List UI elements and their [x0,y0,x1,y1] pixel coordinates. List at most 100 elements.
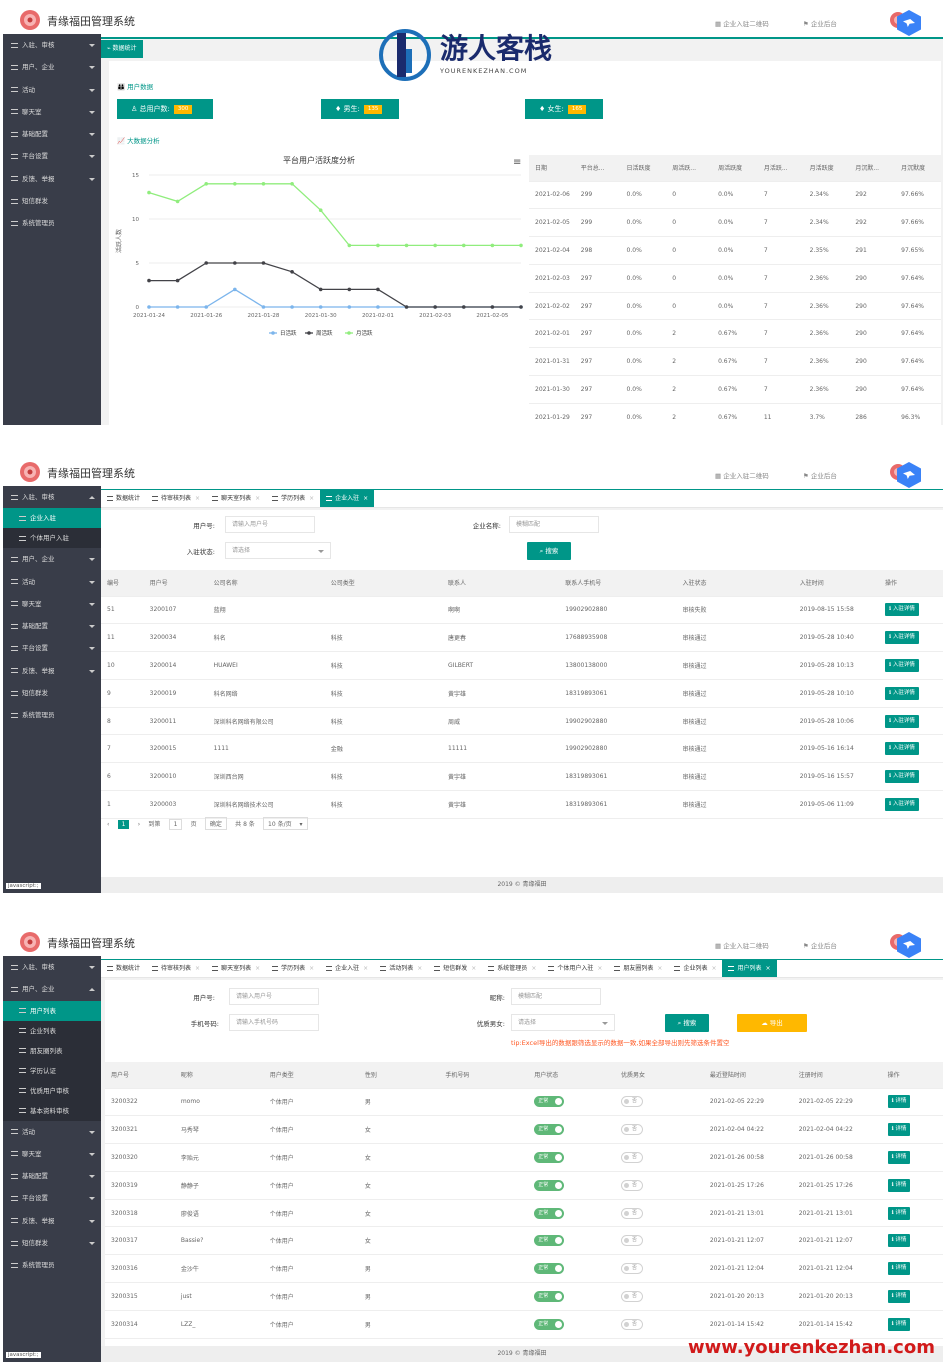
sidebar-item-r5[interactable]: 短信群发 [3,1232,101,1254]
column-header[interactable]: 月活跃度 [803,155,850,182]
sidebar-item-r3[interactable]: 基础配置 [3,615,101,637]
status-toggle[interactable]: 正常 [534,1235,565,1247]
nickname-input[interactable]: 模糊匹配 [511,988,601,1005]
quality-toggle[interactable]: 否 [620,1207,643,1219]
tab-4[interactable]: 企业入驻 × [320,490,375,507]
sidebar-item-1[interactable]: 用户、企业 [3,56,101,78]
page-size-select[interactable]: 10 条/页 ▾ [263,817,308,830]
detail-button[interactable]: ℹ 详情 [887,1178,911,1192]
qrcode-link[interactable]: ▦ 企业入驻二维码 [715,20,769,28]
quality-toggle[interactable]: 否 [620,1151,643,1163]
column-header[interactable]: 平台总... [574,155,621,182]
sidebar-item-r0[interactable]: 用户、企业 [3,548,101,570]
sidebar-item-r6[interactable]: 系统管理员 [3,1254,101,1276]
quality-toggle[interactable]: 否 [620,1235,643,1247]
entry-detail-button[interactable]: ℹ 入驻详情 [885,797,919,811]
sidebar-item-2[interactable]: 活动 [3,79,101,101]
entry-detail-button[interactable]: ℹ 入驻详情 [885,686,919,700]
tab-8[interactable]: 个体用户入驻 × [542,960,608,977]
status-toggle[interactable]: 正常 [534,1096,565,1108]
export-button[interactable]: ☁ 导出 [737,1014,807,1032]
quality-toggle[interactable]: 否 [620,1263,643,1275]
sidebar-item-open[interactable]: 用户、企业 [3,978,101,1000]
column-header[interactable]: 日期 [529,155,575,182]
detail-button[interactable]: ℹ 详情 [887,1234,911,1248]
tab-10[interactable]: 企业列表 × [668,960,722,977]
sidebar-item-open[interactable]: 入驻、审核 [3,486,101,508]
user-no-input[interactable]: 请输入用户号 [225,516,315,533]
close-icon[interactable]: × [255,495,261,502]
quality-toggle[interactable]: 否 [620,1318,643,1330]
prev-page-button[interactable]: ‹ [107,821,110,828]
close-icon[interactable]: × [765,965,771,972]
sidebar-subitem-2[interactable]: 朋友圈列表 [3,1040,101,1061]
sidebar-subitem-5[interactable]: 基本资料审核 [3,1100,101,1121]
quality-select[interactable]: 请选择 [511,1014,615,1031]
entry-detail-button[interactable]: ℹ 入驻详情 [885,658,919,672]
sidebar-item-6[interactable]: 反馈、举报 [3,168,101,190]
column-header[interactable]: 公司类型 [324,570,443,597]
column-header[interactable]: 月沉默... [849,155,896,182]
column-header[interactable]: 用户号 [105,1062,175,1089]
sidebar-item-r3[interactable]: 平台设置 [3,1187,101,1209]
column-header[interactable]: 周活跃... [666,155,713,182]
column-header[interactable]: 周活跃度 [712,155,758,182]
sidebar-subitem-0[interactable]: 用户列表 [3,1000,101,1021]
close-icon[interactable]: × [195,495,201,502]
detail-button[interactable]: ℹ 详情 [887,1123,911,1137]
tab-9[interactable]: 朋友圈列表 × [608,960,668,977]
close-icon[interactable]: × [471,965,477,972]
close-icon[interactable]: × [309,965,315,972]
close-icon[interactable]: × [255,965,261,972]
status-toggle[interactable]: 正常 [534,1263,565,1275]
column-header[interactable]: 月沉默度 [895,155,941,182]
sidebar-item-7[interactable]: 短信群发 [3,190,101,212]
quality-toggle[interactable]: 否 [620,1290,643,1302]
entry-detail-button[interactable]: ℹ 入驻详情 [885,603,919,617]
sidebar-subitem-4[interactable]: 优质用户审核 [3,1080,101,1101]
close-icon[interactable]: × [531,965,537,972]
sidebar-item-3[interactable]: 聊天室 [3,101,101,123]
detail-button[interactable]: ℹ 详情 [887,1206,911,1220]
column-header[interactable]: 编号 [101,570,144,597]
column-header[interactable]: 用户状态 [528,1062,615,1089]
tab-6[interactable]: 短信群发 × [428,960,482,977]
sidebar-item-r1[interactable]: 活动 [3,571,101,593]
sidebar-item-r4[interactable]: 反馈、举报 [3,1210,101,1232]
close-icon[interactable]: × [657,965,663,972]
sidebar-item-4[interactable]: 基础配置 [3,123,101,145]
quality-toggle[interactable]: 否 [620,1096,643,1108]
sidebar-item-5[interactable]: 平台设置 [3,145,101,167]
detail-button[interactable]: ℹ 详情 [887,1317,911,1331]
close-icon[interactable]: × [309,495,315,502]
detail-button[interactable]: ℹ 详情 [887,1262,911,1276]
tab-data-stats[interactable]: ⌁ 数据统计 [101,40,143,58]
sidebar-item-r6[interactable]: 短信群发 [3,682,101,704]
sidebar-subitem-1[interactable]: 个体用户入驻 [3,528,101,549]
tab-2[interactable]: 聊天室列表 × [206,960,266,977]
tab-4[interactable]: 企业入驻 × [320,960,374,977]
close-icon[interactable]: × [417,965,423,972]
detail-button[interactable]: ℹ 详情 [887,1289,911,1303]
status-select[interactable]: 请选择 [225,542,331,559]
column-header[interactable]: 注册时间 [792,1062,882,1089]
column-header[interactable]: 优质男女 [614,1062,704,1089]
goto-confirm-button[interactable]: 确定 [204,817,227,830]
sidebar-item-r2[interactable]: 基础配置 [3,1165,101,1187]
next-page-button[interactable]: › [137,821,141,828]
entry-detail-button[interactable]: ℹ 入驻详情 [885,770,919,784]
column-header[interactable]: 入驻状态 [676,570,794,597]
backend-link[interactable]: ⚑ 企业后台 [803,472,837,480]
column-header[interactable]: 用户类型 [263,1062,359,1089]
tab-0[interactable]: 数据统计 [101,490,146,507]
tab-1[interactable]: 待审核列表 × [146,490,206,507]
column-header[interactable]: 用户号 [143,570,208,597]
column-header[interactable]: 操作 [881,1062,943,1089]
search-button[interactable]: ⌕ 搜索 [665,1014,709,1032]
sidebar-item-top0[interactable]: 入驻、审核 [3,956,101,978]
sidebar-item-r1[interactable]: 聊天室 [3,1143,101,1165]
tab-7[interactable]: 系统管理员 × [482,960,542,977]
status-toggle[interactable]: 正常 [534,1290,565,1302]
goto-page-input[interactable]: 1 [168,819,183,830]
detail-button[interactable]: ℹ 详情 [887,1150,911,1164]
